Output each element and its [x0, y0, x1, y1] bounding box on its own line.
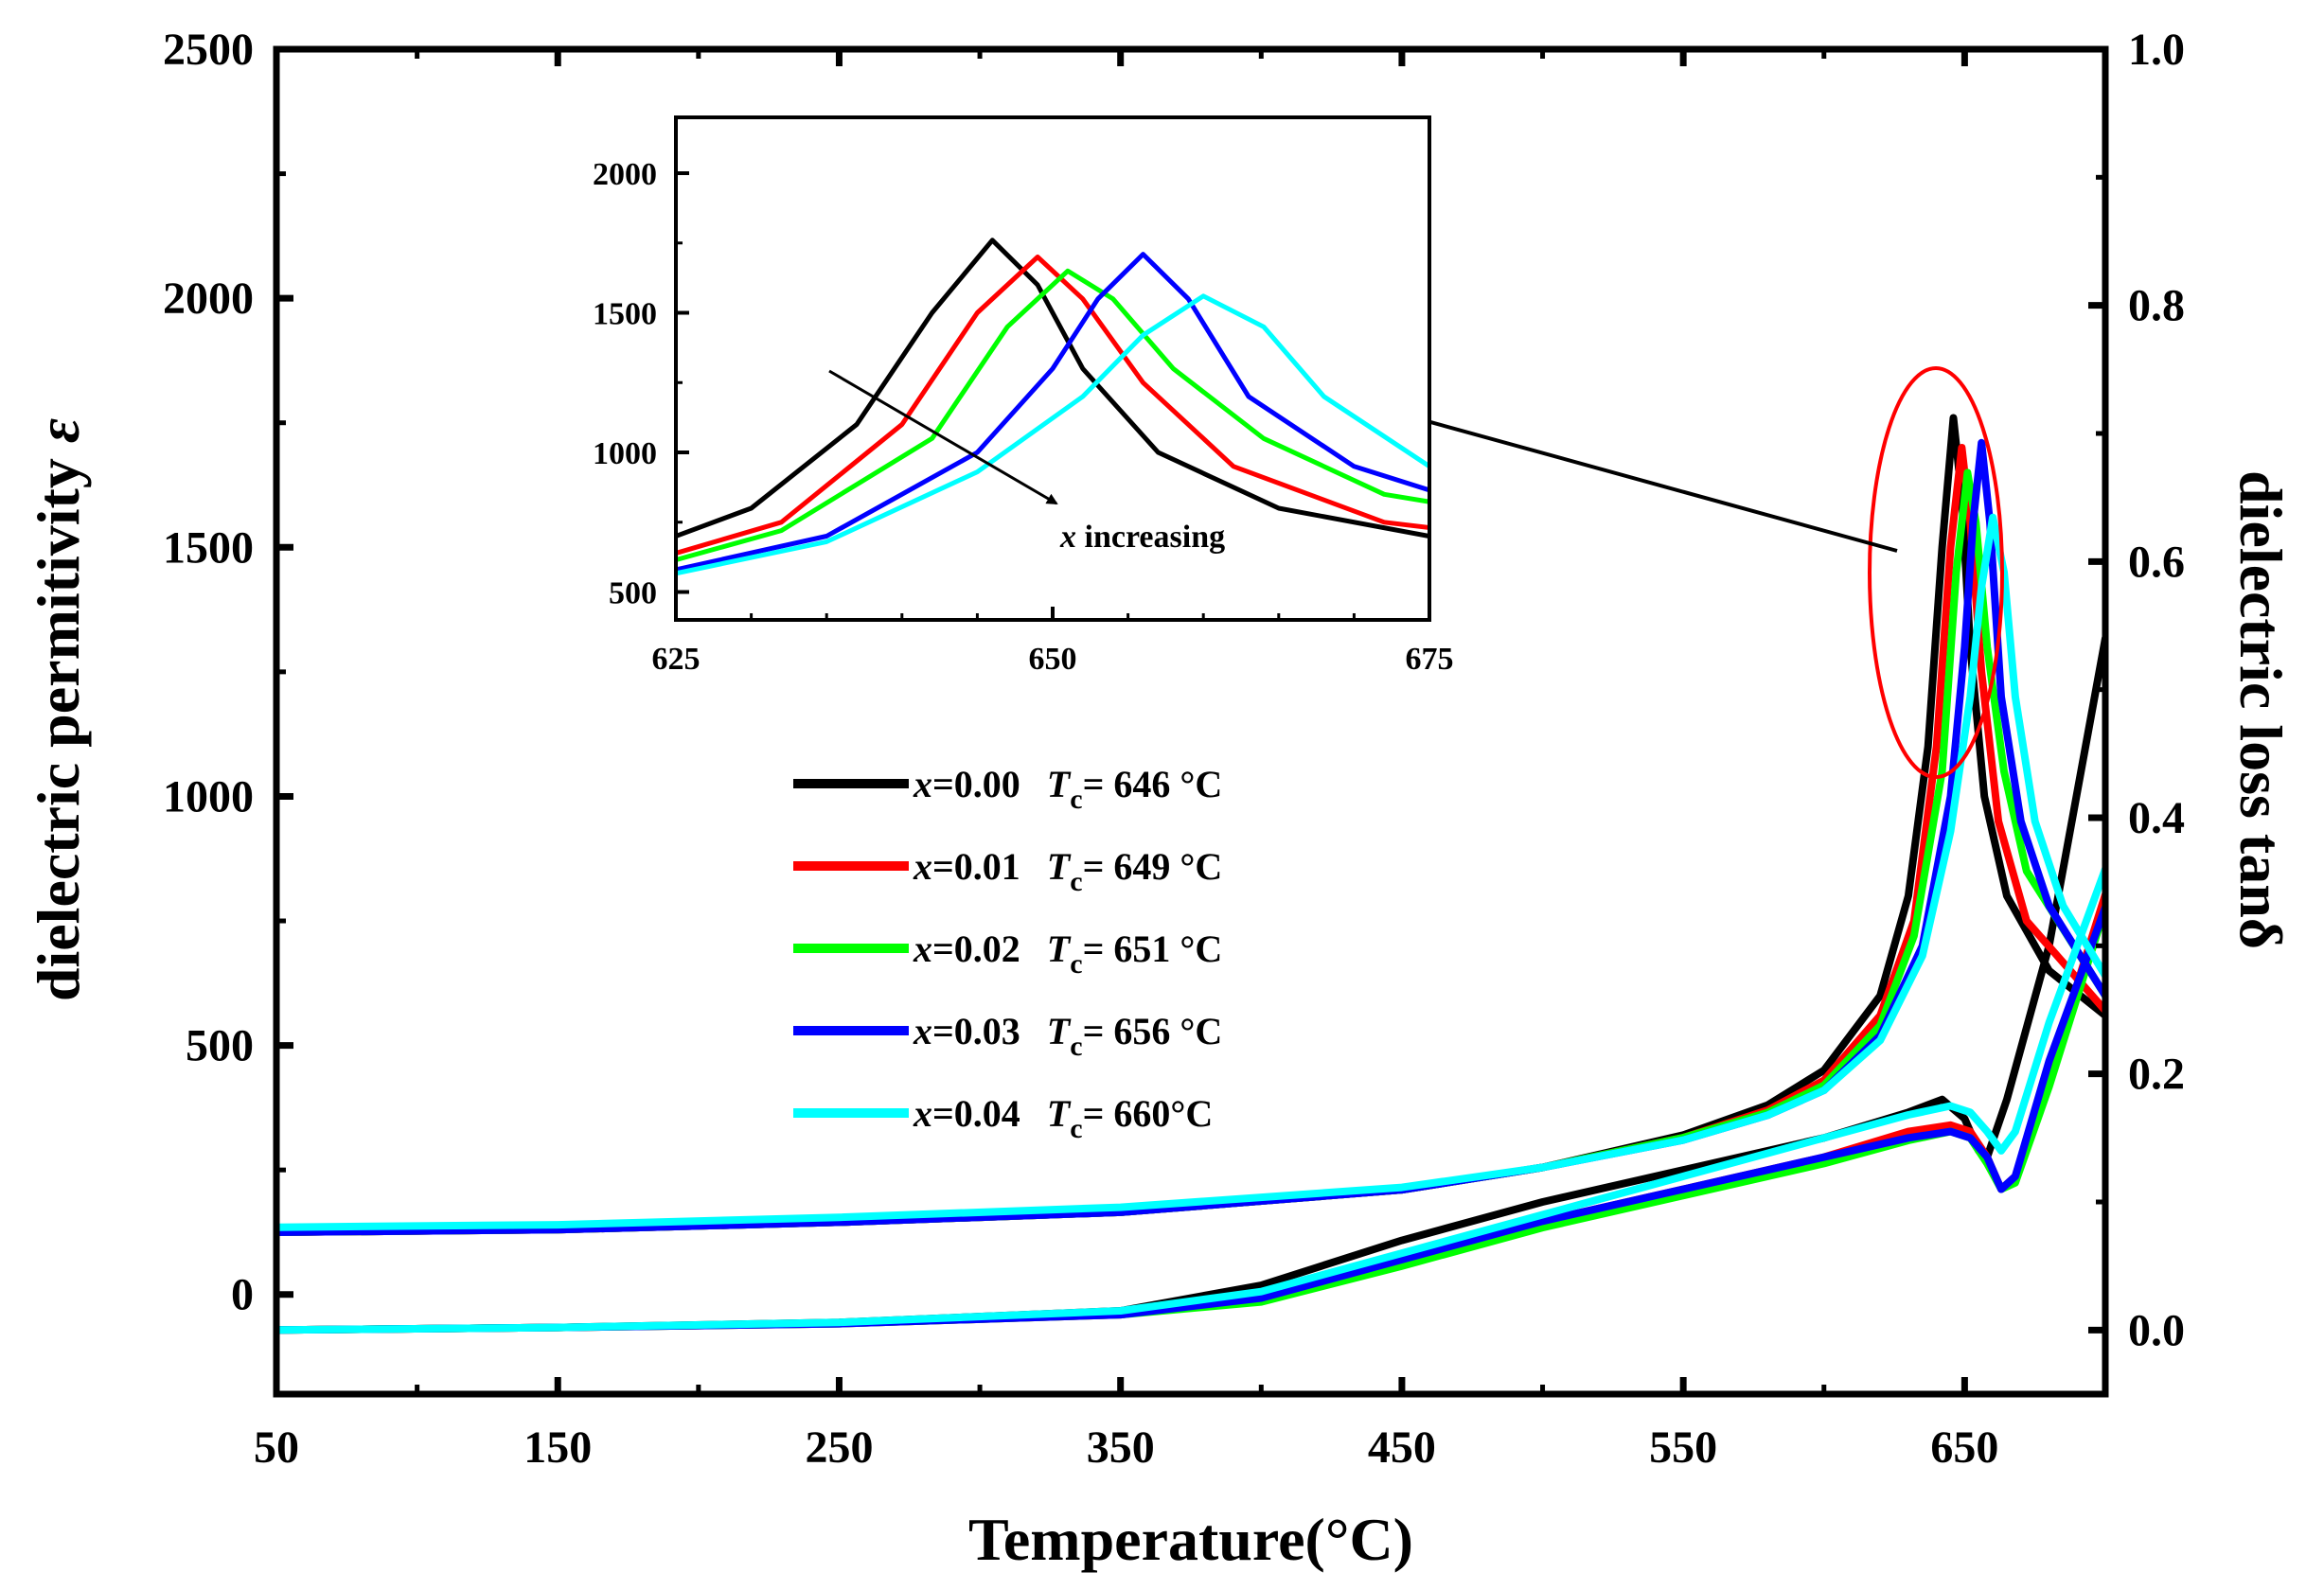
legend: x=0.00 Tc= 646 °Cx=0.01 Tc= 649 °Cx=0.02 Tc… — [793, 763, 1222, 1144]
x-increasing-label: x increasing — [1059, 520, 1225, 555]
y-right-tick-label-0: 0.0 — [2128, 1305, 2185, 1355]
x-tick-label-6: 650 — [1930, 1422, 1998, 1473]
legend-t-var: T — [1047, 763, 1072, 805]
legend-t-var: T — [1047, 928, 1072, 970]
legend-t-value: = 656 °C — [1083, 1010, 1223, 1052]
peak-highlight-ellipse — [1868, 366, 2004, 779]
inset-series-group — [676, 238, 1429, 576]
x-axis-title: Temperature(°C) — [968, 1506, 1413, 1573]
main-x-axis: 50 150 250 350 450 550 650 — [254, 49, 1998, 1473]
legend-t-value: = 651 °C — [1083, 928, 1223, 970]
inset-y-axis: 500 1000 1500 2000 — [593, 157, 689, 611]
inset-y-tick-label-3: 2000 — [593, 157, 657, 192]
legend-x-value: =0.04 — [932, 1092, 1020, 1135]
y-right-tick-label-5: 1.0 — [2128, 25, 2185, 75]
legend-t-value: = 649 °C — [1083, 845, 1223, 888]
legend-t-sub: c — [1070, 948, 1082, 980]
loss-line-4 — [276, 865, 2105, 1334]
x-tick-label-1: 150 — [523, 1422, 592, 1473]
legend-x-value: =0.02 — [932, 928, 1020, 970]
legend-x-var: x — [913, 1092, 932, 1135]
y-right-tick-label-1: 0.2 — [2128, 1050, 2185, 1100]
y-axis-right-title: dielectric loss tanδ — [2227, 470, 2295, 949]
y-left-tick-label-2: 1000 — [163, 771, 254, 822]
x-tick-label-0: 50 — [254, 1422, 299, 1473]
main-plot-frame — [273, 45, 2109, 1398]
inset-line-4 — [676, 293, 1429, 576]
legend-x-value: =0.03 — [932, 1010, 1020, 1052]
main-series-group — [276, 414, 2105, 1334]
y-axis-left-title: dielectric permitivity ε — [25, 418, 92, 1001]
y-right-tick-label-2: 0.4 — [2128, 793, 2185, 843]
legend-label-1: x=0.01 Tc= 649 °C — [913, 845, 1222, 897]
legend-t-var: T — [1047, 1092, 1072, 1135]
y-left-tick-label-4: 2000 — [163, 274, 254, 324]
inset-line-2 — [676, 268, 1429, 563]
legend-t-var: T — [1047, 845, 1072, 888]
inset-x-tick-label-0: 625 — [652, 642, 701, 677]
legend-t-sub: c — [1070, 784, 1082, 815]
legend-t-var: T — [1047, 1010, 1072, 1052]
inset-line-3 — [676, 252, 1429, 573]
legend-x-var: x — [913, 763, 932, 805]
main-y-axis-left: 0 500 1000 1500 2000 2500 — [163, 25, 293, 1320]
legend-x-var: x — [913, 845, 932, 888]
legend-x-value: =0.00 — [932, 763, 1020, 805]
inset-y-tick-label-0: 500 — [609, 576, 657, 611]
x-tick-label-4: 450 — [1368, 1422, 1436, 1473]
legend-t-sub: c — [1070, 1113, 1082, 1144]
x-tick-label-5: 550 — [1649, 1422, 1717, 1473]
legend-t-value: = 660°C — [1083, 1092, 1214, 1135]
y-left-tick-label-0: 0 — [231, 1270, 254, 1320]
main-y-axis-right: 0.0 0.2 0.4 0.6 0.8 1.0 — [2088, 25, 2185, 1355]
legend-label-2: x=0.02 Tc= 651 °C — [913, 928, 1222, 980]
y-right-tick-label-4: 0.8 — [2128, 281, 2185, 331]
x-tick-label-3: 350 — [1087, 1422, 1155, 1473]
inset-x-axis: 625 650 675 — [652, 607, 1454, 677]
x-increasing-italic: x — [1059, 520, 1076, 555]
inset-y-tick-label-1: 1000 — [593, 436, 657, 471]
legend-x-value: =0.01 — [932, 845, 1020, 888]
y-right-tick-label-3: 0.6 — [2128, 537, 2185, 587]
x-increasing-text: increasing — [1076, 520, 1225, 555]
y-left-tick-label-3: 1500 — [163, 522, 254, 573]
legend-x-var: x — [913, 928, 932, 970]
legend-t-sub: c — [1070, 1031, 1082, 1062]
inset-x-tick-label-1: 650 — [1029, 642, 1077, 677]
legend-t-sub: c — [1070, 866, 1082, 897]
inset-x-tick-label-2: 675 — [1406, 642, 1454, 677]
y-left-tick-label-5: 2500 — [163, 25, 254, 75]
inset-y-tick-label-2: 1500 — [593, 297, 657, 332]
x-increasing-arrow — [828, 369, 1058, 505]
legend-label-0: x=0.00 Tc= 646 °C — [913, 763, 1222, 815]
x-tick-label-2: 250 — [805, 1422, 873, 1473]
y-left-tick-label-1: 500 — [186, 1021, 254, 1071]
y-axis-left-text: dielectric permitivity — [25, 443, 92, 1001]
legend-label-4: x=0.04 Tc= 660°C — [913, 1092, 1213, 1144]
inset-line-0 — [676, 238, 1429, 539]
legend-label-3: x=0.03 Tc= 656 °C — [913, 1010, 1222, 1062]
inset-line-1 — [676, 255, 1429, 556]
legend-t-value: = 646 °C — [1083, 763, 1223, 805]
epsilon-symbol: ε — [25, 418, 92, 443]
legend-x-var: x — [913, 1010, 932, 1052]
permittivity-line-4 — [276, 513, 2105, 1231]
